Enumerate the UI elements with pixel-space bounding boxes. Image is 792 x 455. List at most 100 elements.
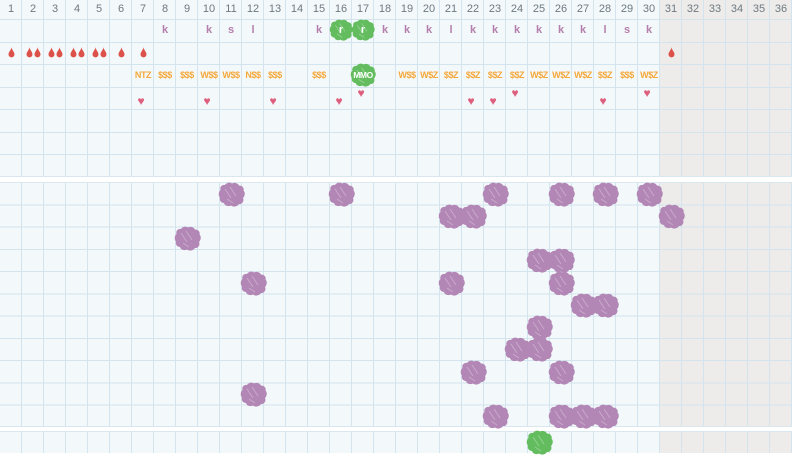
purple-mark-day-22-row-9[interactable] [460,360,487,385]
purple-mark-day-25-row-8[interactable] [526,337,553,363]
code-day-28[interactable]: $$Z [597,70,613,80]
bleeding-marker-day-1[interactable] [8,47,15,58]
intercourse-heart-day-24[interactable]: ♥ [511,86,519,100]
code-day-10[interactable]: W$$ [200,70,218,80]
purple-mark-day-11-row-1[interactable] [218,182,245,207]
code-day-12[interactable]: N$$ [245,70,261,80]
intercourse-heart-day-10[interactable]: ♥ [203,94,211,108]
scribble-mark-shape [526,338,553,363]
purple-mark-day-26-row-5[interactable] [548,271,575,296]
mucus-letter-day-22[interactable]: k [469,24,477,36]
bleeding-marker-day-3[interactable] [48,47,63,58]
code-day-9[interactable]: $$$ [180,70,194,80]
intercourse-heart-day-17[interactable]: ♥ [357,86,365,100]
mucus-letter-day-25[interactable]: k [535,24,543,36]
mucus-letter-day-23[interactable]: k [491,24,499,36]
mucus-letter-day-24[interactable]: k [513,24,521,36]
scribble-mark-shape [592,182,619,207]
purple-mark-day-25-row-4[interactable] [526,248,553,273]
purple-mark-day-23-row-11[interactable] [482,404,509,429]
bleeding-marker-day-2[interactable] [26,47,41,58]
purple-mark-day-25-row-7[interactable] [526,315,553,340]
code-day-27[interactable]: W$Z [574,70,592,80]
mucus-letter-day-8[interactable]: k [161,24,169,36]
purple-mark-day-31-row-2[interactable] [658,204,685,229]
code-day-15[interactable]: $$$ [312,70,326,80]
intercourse-heart-day-30[interactable]: ♥ [643,86,651,100]
code-day-24[interactable]: $$Z [509,70,525,80]
mucus-letter-day-28[interactable]: l [603,24,607,36]
purple-mark-day-12-row-5[interactable] [240,271,267,296]
code-day-29[interactable]: $$$ [620,70,634,80]
disabled-days-zone [660,432,792,453]
day-number: 26 [554,3,568,15]
code-day-11[interactable]: W$$ [222,70,240,80]
bleeding-marker-day-31[interactable] [668,47,675,58]
blood-drop-icon [118,47,124,58]
code-day-26[interactable]: W$Z [552,70,570,80]
mucus-letter-day-15[interactable]: k [315,24,323,36]
mucus-letter-day-21[interactable]: l [449,24,453,36]
purple-mark-day-21-row-5[interactable] [438,271,465,296]
purple-mark-day-28-row-6[interactable] [592,293,619,318]
purple-mark-day-27-row-6[interactable] [570,293,597,318]
mucus-letter-day-19[interactable]: k [403,24,411,36]
blood-drop-icon [34,47,40,58]
purple-mark-day-24-row-8[interactable] [504,337,531,363]
code-day-17[interactable]: MMO [350,63,376,87]
mucus-letter-day-16[interactable]: r [329,19,353,41]
intercourse-heart-day-22[interactable]: ♥ [467,94,475,108]
code-day-23[interactable]: $$Z [487,70,503,80]
code-day-7[interactable]: NTZ [134,70,152,80]
code-day-19[interactable]: W$$ [398,70,416,80]
purple-mark-day-26-row-9[interactable] [548,360,575,385]
scribble-mark-shape [592,404,619,429]
bleeding-marker-day-4[interactable] [70,47,85,58]
purple-mark-day-26-row-11[interactable] [548,404,575,429]
grid-hline [0,132,792,133]
purple-mark-day-28-row-1[interactable] [592,182,619,207]
purple-mark-day-27-row-11[interactable] [570,404,597,429]
purple-mark-day-28-row-11[interactable] [592,404,619,429]
mucus-letter-day-12[interactable]: l [251,24,255,36]
mucus-letter-day-27[interactable]: k [579,24,587,36]
code-day-8[interactable]: $$$ [158,70,172,80]
bleeding-marker-day-7[interactable] [140,47,147,58]
intercourse-heart-day-16[interactable]: ♥ [335,94,343,108]
mucus-letter-day-29[interactable]: s [623,24,631,36]
code-day-22[interactable]: $$Z [465,70,481,80]
code-day-25[interactable]: W$Z [530,70,548,80]
mucus-letter-day-17[interactable]: r [351,19,375,41]
scribble-mark-shape [240,271,267,296]
code-day-13[interactable]: $$$ [268,70,282,80]
mucus-letter-day-30[interactable]: k [645,24,653,36]
bleeding-marker-day-5[interactable] [92,47,107,58]
intercourse-heart-day-13[interactable]: ♥ [269,94,277,108]
purple-mark-day-26-row-1[interactable] [548,182,575,207]
intercourse-heart-day-23[interactable]: ♥ [489,94,497,108]
purple-mark-day-16-row-1[interactable] [328,182,355,207]
code-day-30[interactable]: W$Z [640,70,658,80]
purple-mark-day-9-row-3[interactable] [174,226,201,251]
purple-mark-day-12-row-10[interactable] [240,382,267,407]
mucus-letter-day-11[interactable]: s [227,24,235,36]
mucus-letter-day-26[interactable]: k [557,24,565,36]
day-number: 3 [51,3,59,15]
day-number: 10 [202,3,216,15]
intercourse-heart-day-28[interactable]: ♥ [599,94,607,108]
day-number: 9 [183,3,191,15]
code-day-21[interactable]: $$Z [443,70,459,80]
purple-mark-day-22-row-2[interactable] [460,204,487,229]
purple-mark-day-26-row-4[interactable] [548,248,575,273]
code-day-20[interactable]: W$Z [420,70,438,80]
green-mark-day-25[interactable] [526,430,553,455]
mucus-letter-day-20[interactable]: k [425,24,433,36]
bleeding-marker-day-6[interactable] [118,47,125,58]
mucus-letter-day-18[interactable]: k [381,24,389,36]
purple-mark-day-30-row-1[interactable] [636,182,663,207]
mucus-letter-day-10[interactable]: k [205,24,213,36]
purple-mark-day-23-row-1[interactable] [482,182,509,207]
purple-mark-day-21-row-2[interactable] [438,204,465,229]
intercourse-heart-day-7[interactable]: ♥ [137,94,145,108]
scribble-mark-shape [526,315,553,340]
